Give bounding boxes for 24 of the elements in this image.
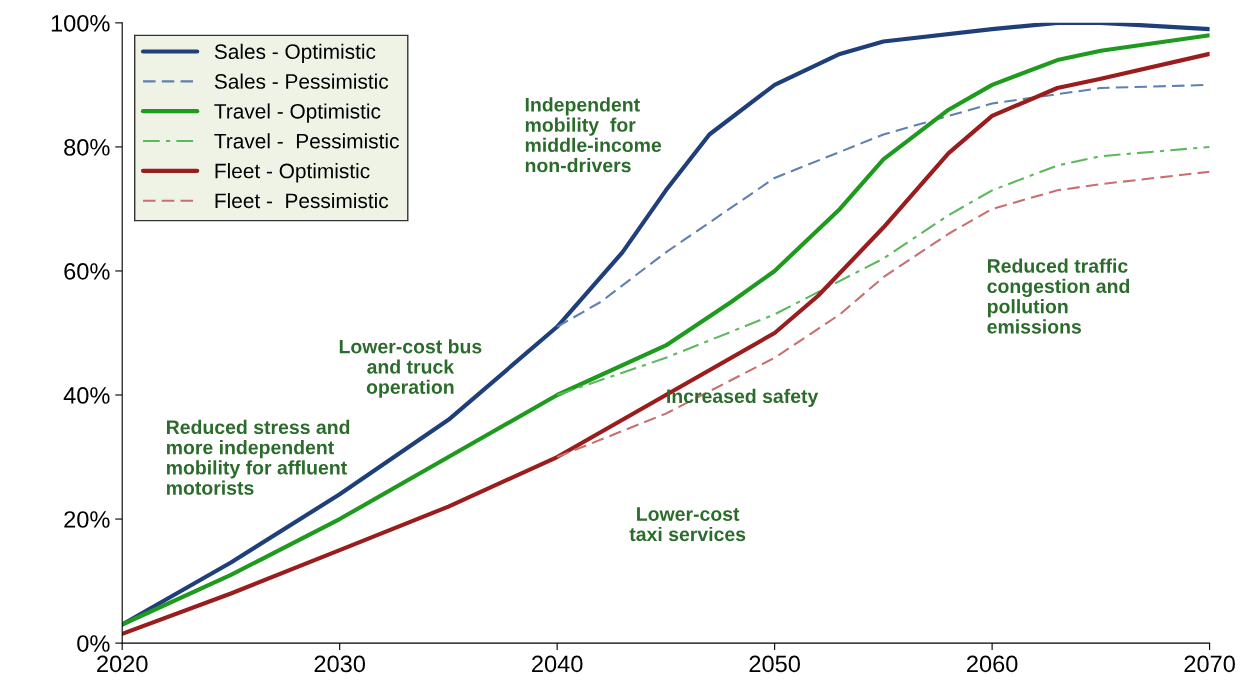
legend-label: Sales - Optimistic <box>214 43 376 64</box>
y-tick-label: 40% <box>63 387 110 404</box>
annotation: Independent mobility for middle-income non-drivers <box>525 97 662 173</box>
legend-label: Sales - Pessimistic <box>214 73 389 89</box>
y-tick-label: 0% <box>77 635 110 652</box>
legend-label: Travel - Optimistic <box>214 103 381 123</box>
x-tick-label: 2050 <box>749 655 800 673</box>
legend-label: Fleet - Optimistic <box>215 163 370 183</box>
x-tick-label: 2040 <box>532 655 583 673</box>
legend-label: Fleet - Pessimistic <box>215 192 389 209</box>
legend-label: Travel - Pessimistic <box>214 133 399 149</box>
annotation: Reduced stress and more independent mobility for affluent motorists <box>166 419 350 495</box>
y-tick-label: 80% <box>64 138 110 156</box>
y-tick-label: 100% <box>51 14 110 32</box>
annotation: Lower-cost bus and truck operation <box>339 339 482 398</box>
x-tick-label: 2060 <box>967 655 1018 673</box>
annotation: Lower-cost taxi services <box>629 507 746 542</box>
y-tick-label: 60% <box>64 263 110 280</box>
y-tick-label: 20% <box>64 511 110 528</box>
x-tick-label: 2070 <box>1184 655 1235 673</box>
x-tick-label: 2030 <box>314 655 366 673</box>
x-tick-label: 2020 <box>97 655 148 673</box>
annotation: Reduced traffic congestion and pollution emissions <box>987 258 1130 334</box>
annotation: Increased safety <box>667 388 819 407</box>
